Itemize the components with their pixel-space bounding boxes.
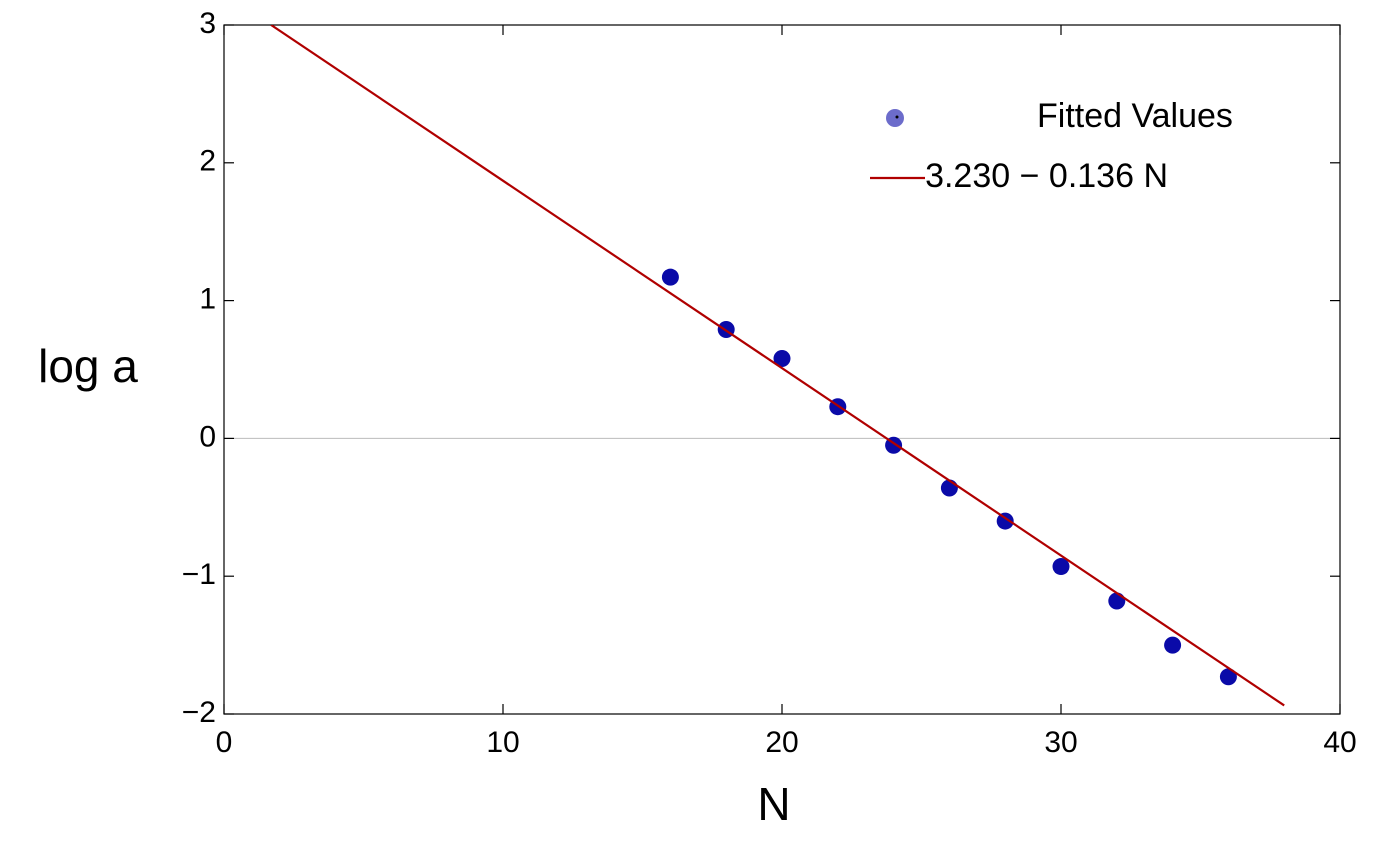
x-tick-label: 10 (486, 726, 519, 759)
data-point (1219, 668, 1237, 686)
y-tick-label: −2 (182, 696, 216, 729)
data-point (1052, 558, 1070, 576)
legend-marker (886, 109, 904, 127)
data-point (1108, 592, 1126, 610)
data-point (773, 349, 791, 367)
legend-label: Fitted Values (1037, 97, 1233, 135)
data-point (1164, 636, 1182, 654)
x-axis-label: N (757, 778, 790, 830)
x-tick-label: 20 (765, 726, 798, 759)
y-tick-label: −1 (182, 558, 216, 591)
y-tick-label: 1 (199, 283, 216, 316)
data-point (940, 479, 958, 497)
legend-label: 3.230 − 0.136 N (925, 157, 1168, 195)
x-tick-label: 30 (1044, 726, 1077, 759)
x-tick-label: 40 (1323, 726, 1356, 759)
y-axis-label: log a (38, 340, 138, 392)
x-tick-label: 0 (216, 726, 233, 759)
legend-marker-dot (895, 115, 899, 119)
y-tick-label: 2 (199, 145, 216, 178)
data-point (661, 268, 679, 286)
fit-line (270, 25, 1285, 707)
y-tick-label: 3 (199, 7, 216, 40)
data-point (996, 512, 1014, 530)
y-tick-label: 0 (199, 420, 216, 453)
